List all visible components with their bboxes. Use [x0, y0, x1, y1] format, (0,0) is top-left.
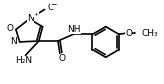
Text: CH₃: CH₃ — [142, 29, 159, 38]
Text: −: − — [50, 0, 56, 9]
Text: O: O — [6, 24, 13, 33]
Text: N: N — [27, 14, 34, 23]
Text: H₂N: H₂N — [15, 56, 32, 65]
Text: N: N — [10, 37, 17, 46]
Text: +: + — [33, 12, 39, 17]
Text: O: O — [47, 3, 54, 12]
Text: NH: NH — [67, 25, 81, 34]
Text: O: O — [125, 29, 132, 38]
Text: O: O — [58, 54, 65, 63]
